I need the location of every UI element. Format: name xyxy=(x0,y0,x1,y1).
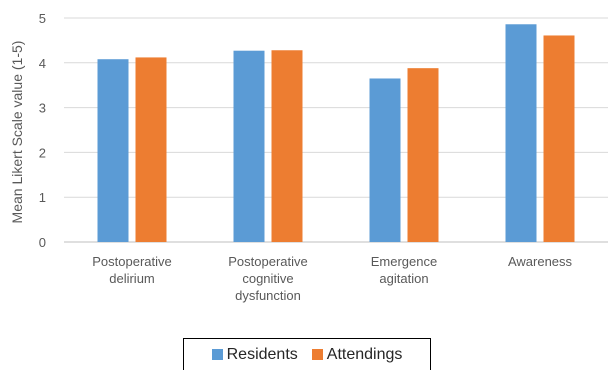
y-tick-label: 5 xyxy=(39,11,46,26)
bars xyxy=(97,24,575,243)
bar-residents xyxy=(505,24,537,242)
legend-swatch-residents xyxy=(211,349,223,360)
bar-attendings xyxy=(543,35,575,242)
legend-item-attendings: Attendings xyxy=(311,345,403,364)
bar-residents xyxy=(97,59,129,242)
y-axis-ticks: 0 1 2 3 4 5 xyxy=(39,11,46,250)
y-tick-label: 0 xyxy=(39,235,46,250)
legend-label-attendings: Attendings xyxy=(326,345,403,363)
bar-attendings xyxy=(271,50,303,243)
x-category-label: Emergence agitation xyxy=(371,254,437,286)
y-tick-label: 1 xyxy=(39,190,46,205)
x-axis-categories: Postoperative delirium Postoperative cognit… xyxy=(92,254,572,303)
legend: Residents Attendings xyxy=(183,338,431,370)
bar-attendings xyxy=(407,68,439,243)
legend-label-residents: Residents xyxy=(226,345,298,363)
legend-item-residents: Residents xyxy=(211,345,298,364)
y-tick-label: 4 xyxy=(39,56,46,71)
x-category-label: Awareness xyxy=(508,254,573,269)
x-category-label: Postoperative cognitive dysfunction xyxy=(228,254,308,303)
y-axis-label: Mean Likert Scale value (1-5) xyxy=(9,41,25,224)
y-tick-label: 3 xyxy=(39,101,46,116)
y-tick-label: 2 xyxy=(39,145,46,160)
bar-attendings xyxy=(135,57,167,243)
legend-swatch-attendings xyxy=(311,349,323,360)
bar-residents xyxy=(233,50,265,243)
x-category-label: Postoperative delirium xyxy=(92,254,172,286)
bar-residents xyxy=(369,78,401,242)
